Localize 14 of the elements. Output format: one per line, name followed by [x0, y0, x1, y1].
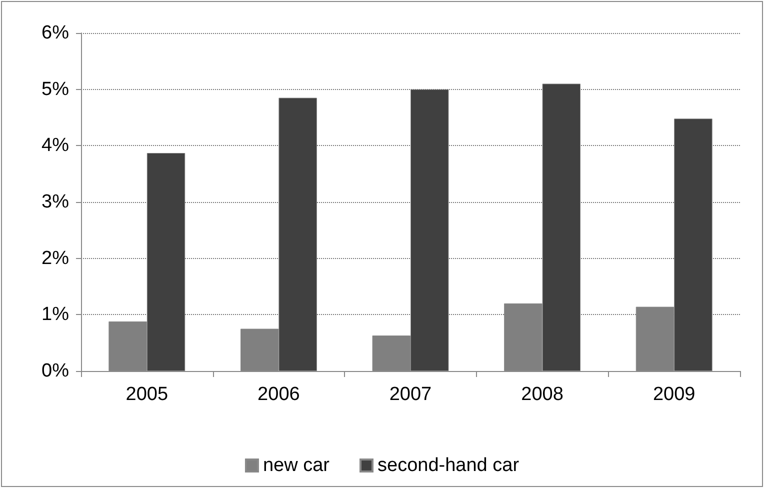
legend-label: new car [262, 455, 330, 476]
x-tick-label: 2005 [126, 384, 168, 405]
x-tick-label: 2009 [652, 384, 696, 405]
y-tick-label: 4% [42, 135, 70, 156]
x-tick-label: 2006 [258, 384, 300, 405]
y-tick-label: 2% [42, 248, 70, 269]
y-tick-label: 3% [42, 192, 70, 212]
y-tick-label: 5% [42, 78, 70, 100]
y-tick-label: 0% [42, 360, 70, 382]
x-tick-label: 2007 [389, 384, 432, 405]
y-tick-label: 6% [42, 22, 70, 44]
x-tick-label: 2008 [521, 384, 564, 405]
y-tick-label: 1% [42, 304, 70, 326]
legend-label: second-hand car [377, 455, 520, 476]
